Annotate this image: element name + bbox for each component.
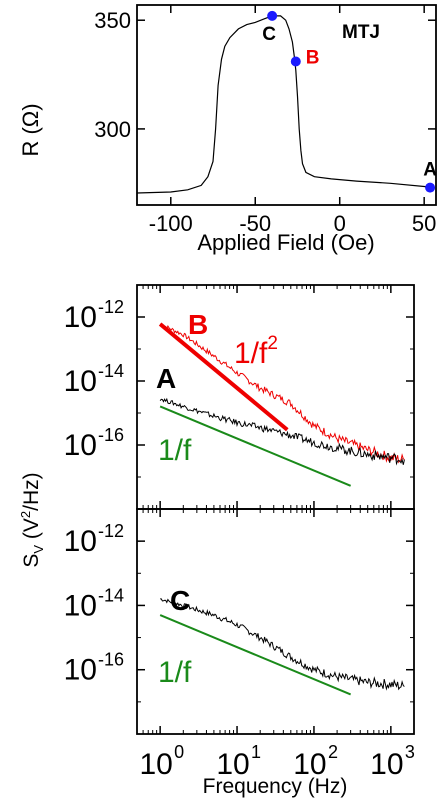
ab-ytick-label: 10 <box>64 301 97 334</box>
rh-point-c <box>267 10 278 21</box>
c-ytick-label: 10 <box>64 525 97 558</box>
rh-xtick-label: -50 <box>239 211 271 236</box>
ab-label-1f2: 1/f2 <box>234 333 278 370</box>
c-xtick-label: 10 <box>216 748 249 781</box>
c-label-c: C <box>170 585 190 616</box>
ab-series-b <box>159 323 405 464</box>
ab-label-1f2-base: 1/f <box>234 337 268 370</box>
c-ytick-label: 10 <box>64 589 97 622</box>
ab-ytick-exp: -14 <box>98 361 124 381</box>
ab-label-1f2-exp: 2 <box>267 333 278 354</box>
ab-ytick-exp: -16 <box>98 425 124 445</box>
rh-point-label-a: A <box>423 160 437 181</box>
c-plot-frame <box>136 508 415 735</box>
rh-xtick-label: 50 <box>412 211 436 236</box>
ab-label-1f: 1/f <box>158 434 192 467</box>
rh-point-label-c: C <box>262 24 276 45</box>
rh-point-label-b: B <box>306 48 320 69</box>
rh-ylabel: R (Ω) <box>18 103 43 156</box>
sv-ylabel-s: S <box>20 554 43 568</box>
c-xtick-exp: 2 <box>328 742 338 762</box>
rh-xlabel: Applied Field (Oe) <box>197 230 374 255</box>
ab-guide-one-over-f2 <box>158 322 289 432</box>
sv-ylabel-rest2: /Hz) <box>20 472 43 511</box>
sv-ylabel-sup: 2 <box>18 511 33 518</box>
c-xtick-exp: 1 <box>251 742 261 762</box>
ab-ytick-exp: -12 <box>98 297 124 317</box>
c-ytick-exp: -14 <box>98 585 124 605</box>
rh-point-a <box>425 182 436 193</box>
c-xtick-exp: 0 <box>174 742 184 762</box>
rh-series-line <box>136 15 433 194</box>
c-ytick-label: 10 <box>64 654 97 687</box>
c-label-1f: 1/f <box>158 656 192 689</box>
rh-ytick-label: 300 <box>94 117 131 142</box>
rh-point-b <box>290 56 301 67</box>
ab-label-b: B <box>188 309 208 340</box>
rh-xtick-label: -100 <box>149 211 193 236</box>
rh-xtick-label: 0 <box>334 211 346 236</box>
rh-ytick-label: 350 <box>94 8 131 33</box>
ab-ytick-label: 10 <box>64 429 97 462</box>
c-xtick-exp: 3 <box>405 742 415 762</box>
noise-xlabel: Frequency (Hz) <box>203 775 348 798</box>
c-xtick-label: 10 <box>293 748 326 781</box>
ab-guide-one-over-f <box>159 405 352 487</box>
rh-inset-label: MTJ <box>342 22 380 43</box>
c-guide-one-over-f <box>159 614 352 696</box>
sv-ylabel-rest1: (V <box>20 518 43 545</box>
sv-ylabel: SV (V2/Hz) <box>18 472 46 567</box>
rh-panel: -100 -50 0 50 300 350 C B A MTJ R (Ω) Applied F… <box>18 4 437 255</box>
c-xtick-label: 10 <box>139 748 172 781</box>
sv-ylabel-sub: V <box>31 545 46 554</box>
ab-label-a: A <box>156 363 176 394</box>
ab-ytick-label: 10 <box>64 365 97 398</box>
c-ytick-exp: -12 <box>98 521 124 541</box>
c-xtick-label: 10 <box>370 748 403 781</box>
c-ytick-exp: -16 <box>98 650 124 670</box>
ab-series-a <box>159 397 405 466</box>
rh-plot-frame <box>136 4 437 206</box>
c-series-c <box>160 598 405 691</box>
